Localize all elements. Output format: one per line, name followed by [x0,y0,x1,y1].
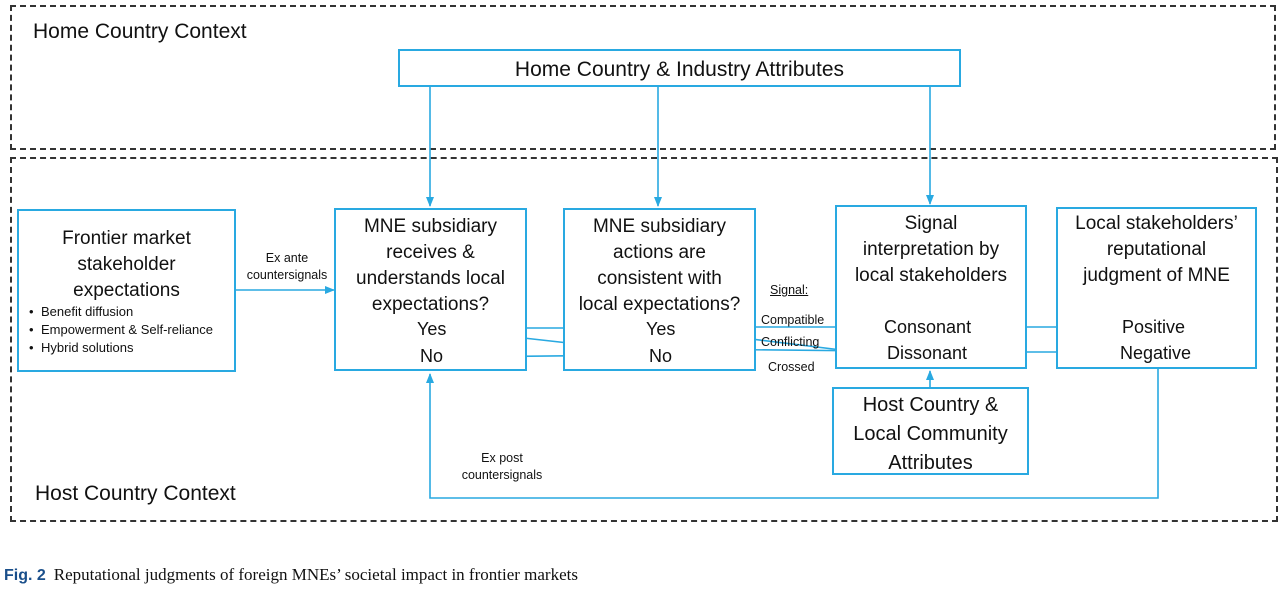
home-context-label: Home Country Context [33,20,247,43]
judgment-negative: Negative [1120,343,1192,363]
ex-ante-line-1: Ex ante [265,251,309,265]
receives-line-3: understands local [356,268,505,289]
judgment-line-1: Local stakeholders’ [1075,213,1238,234]
signal-consonant: Consonant [884,317,972,337]
frontier-bullet-list: Benefit diffusion Empowerment & Self-rel… [27,303,213,357]
ex-post-line-1: Ex post [481,451,523,465]
signal-interpretation-box: Signal interpretation by local stakehold… [835,205,1027,369]
signal-interpretation-title: Signal interpretation by local stakehold… [837,211,1025,289]
home-attributes-label: Home Country & Industry Attributes [514,58,845,81]
actions-no: No [649,346,673,366]
actions-title: MNE subsidiary actions are consistent wi… [565,214,754,318]
arrow-ex-post [426,369,1159,499]
signal-line-1: Signal [904,213,958,234]
host-attributes-box: Host Country & Local Community Attribute… [832,387,1029,475]
host-line-2: Local Community [853,423,1008,445]
receives-line-1: MNE subsidiary [363,216,498,237]
home-context-frame [10,5,1276,150]
figure-number: Fig. 2 [4,567,46,584]
reputational-judgment-box: Local stakeholders’ reputational judgmen… [1056,207,1257,369]
ex-post-label: Ex post countersignals [452,450,552,484]
receives-no: No [420,346,444,366]
receives-yes: Yes [417,319,447,339]
ex-ante-line-2: countersignals [246,268,328,282]
actions-line-1: MNE subsidiary [592,216,727,237]
bullet-benefit-diffusion: Benefit diffusion [29,303,213,321]
frontier-line-2: stakeholder [77,254,176,275]
figure-caption-text: Reputational judgments of foreign MNEs’ … [53,565,578,584]
figure-caption: Fig. 2 Reputational judgments of foreign … [4,565,578,585]
bullet-hybrid-solutions: Hybrid solutions [29,339,213,357]
judgment-line-3: judgment of MNE [1083,265,1230,286]
ex-ante-label: Ex ante countersignals [240,250,334,284]
signal-line-3: local stakeholders [854,265,1008,286]
host-context-label: Host Country Context [35,482,236,505]
actions-line-3: consistent with [597,268,722,289]
actions-line-4: local expectations? [578,294,741,315]
signal-conflicting-label: Conflicting [761,335,820,349]
actions-box: MNE subsidiary actions are consistent wi… [563,208,756,371]
diagram: Home Country Context Host Country Contex… [0,0,1284,540]
actions-line-2: actions are [613,242,706,263]
signal-crossed-label: Crossed [768,360,815,374]
signal-compatible-label: Compatible [761,313,825,327]
frontier-expectations-box: Frontier market stakeholder expectations… [17,209,236,372]
receives-line-2: receives & [386,242,475,263]
judgment-positive: Positive [1122,317,1186,337]
receives-box: MNE subsidiary receives & understands lo… [334,208,527,371]
signal-dissonant: Dissonant [887,343,968,363]
host-attributes-title: Host Country & Local Community Attribute… [834,391,1027,478]
receives-line-4: expectations? [371,294,490,315]
judgment-title: Local stakeholders’ reputational judgmen… [1058,211,1255,289]
host-line-1: Host Country & [862,394,999,416]
host-context-frame [10,157,1278,522]
receives-title: MNE subsidiary receives & understands lo… [336,214,525,318]
frontier-expectations-title: Frontier market stakeholder expectations [19,226,234,304]
ex-post-line-2: countersignals [461,468,543,482]
host-line-3: Attributes [888,452,973,474]
actions-yes: Yes [646,319,676,339]
signal-line-2: interpretation by [862,239,1000,260]
frontier-line-3: expectations [73,280,180,301]
judgment-line-2: reputational [1106,239,1207,260]
frontier-line-1: Frontier market [62,228,191,249]
bullet-empowerment: Empowerment & Self-reliance [29,321,213,339]
home-attributes-box: Home Country & Industry Attributes [398,49,961,87]
signal-heading: Signal: [770,283,809,297]
